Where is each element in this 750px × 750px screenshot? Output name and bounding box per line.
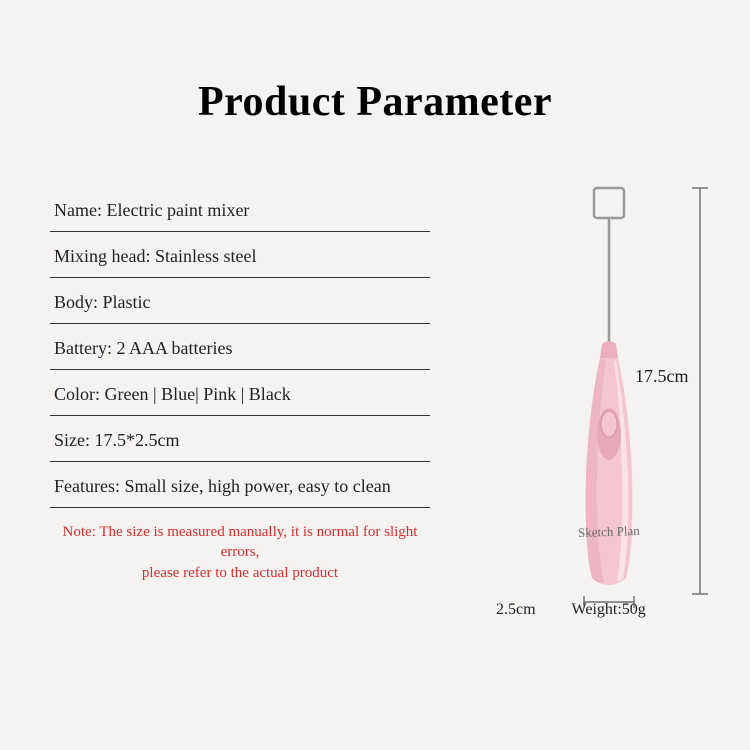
spec-value: 17.5*2.5cm — [90, 430, 180, 450]
spec-row: Size: 17.5*2.5cm — [50, 416, 430, 462]
size-note: Note: The size is measured manually, it … — [50, 508, 430, 583]
product-diagram: Sketch Plan 17.5cm 2.5cm Weight:50g — [430, 166, 720, 646]
note-line-2: please refer to the actual product — [50, 563, 430, 583]
spec-label: Battery: — [54, 338, 112, 358]
content-area: Name: Electric paint mixerMixing head: S… — [0, 126, 750, 646]
spec-label: Size: — [54, 430, 90, 450]
page-title: Product Parameter — [0, 0, 750, 126]
mixer-shaft — [594, 188, 624, 348]
spec-label: Body: — [54, 292, 98, 312]
spec-row: Battery: 2 AAA batteries — [50, 324, 430, 370]
product-illustration: Sketch Plan — [510, 176, 750, 636]
spec-row: Mixing head: Stainless steel — [50, 232, 430, 278]
mixer-body: Sketch Plan — [578, 341, 641, 585]
spec-label: Features: — [54, 476, 120, 496]
width-label: 2.5cm — [496, 601, 536, 619]
spec-row: Features: Small size, high power, easy t… — [50, 462, 430, 508]
spec-list: Name: Electric paint mixerMixing head: S… — [50, 166, 430, 646]
spec-label: Color: — [54, 384, 100, 404]
spec-value: Small size, high power, easy to clean — [120, 476, 391, 496]
spec-value: Green | Blue| Pink | Black — [100, 384, 291, 404]
spec-value: 2 AAA batteries — [112, 338, 232, 358]
height-dimension-line — [692, 188, 708, 594]
spec-value: Stainless steel — [151, 246, 257, 266]
spec-value: Electric paint mixer — [102, 200, 249, 220]
note-line-1: Note: The size is measured manually, it … — [50, 522, 430, 563]
weight-label: Weight:50g — [572, 601, 646, 619]
brand-script: Sketch Plan — [578, 523, 641, 540]
height-label: 17.5cm — [635, 366, 689, 387]
spec-label: Name: — [54, 200, 102, 220]
spec-label: Mixing head: — [54, 246, 151, 266]
spec-row: Body: Plastic — [50, 278, 430, 324]
spec-value: Plastic — [98, 292, 151, 312]
spec-row: Name: Electric paint mixer — [50, 186, 430, 232]
spec-row: Color: Green | Blue| Pink | Black — [50, 370, 430, 416]
